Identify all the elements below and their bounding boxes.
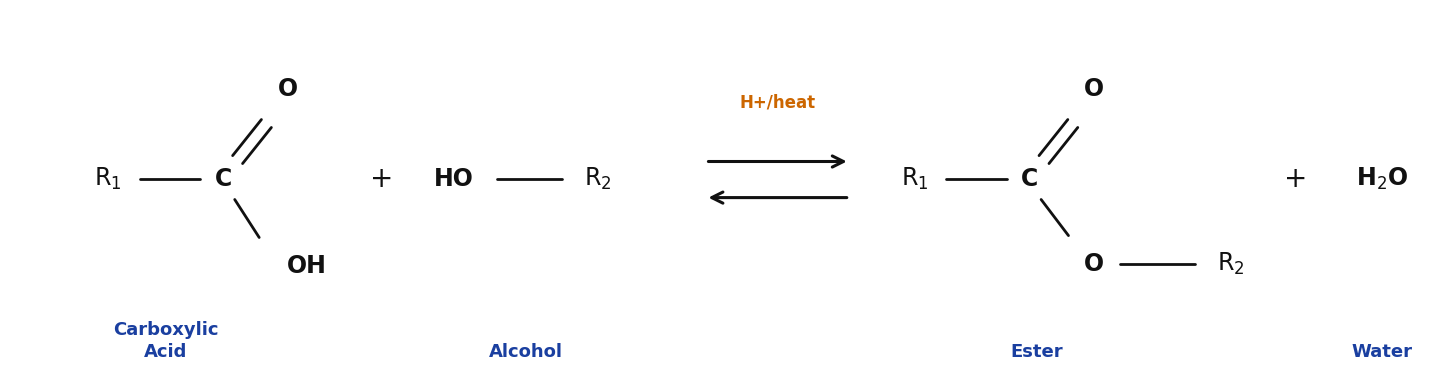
Text: Water: Water	[1352, 343, 1413, 361]
Text: $\mathsf{R_1}$: $\mathsf{R_1}$	[94, 166, 122, 192]
Text: H$_2$O: H$_2$O	[1356, 166, 1408, 192]
Text: O: O	[278, 77, 298, 101]
Text: +: +	[370, 165, 393, 193]
Text: Carboxylic
Acid: Carboxylic Acid	[112, 321, 219, 361]
Text: O: O	[1084, 252, 1104, 276]
Text: HO: HO	[433, 166, 474, 191]
Text: Alcohol: Alcohol	[488, 343, 563, 361]
Text: $\mathsf{R_1}$: $\mathsf{R_1}$	[900, 166, 929, 192]
Text: O: O	[1084, 77, 1104, 101]
Text: C: C	[1021, 166, 1038, 191]
Text: $\mathsf{R_2}$: $\mathsf{R_2}$	[1217, 251, 1246, 277]
Text: +: +	[1284, 165, 1308, 193]
Text: C: C	[215, 166, 232, 191]
Text: $\mathsf{R_2}$: $\mathsf{R_2}$	[583, 166, 612, 192]
Text: OH: OH	[287, 254, 327, 278]
Text: H+/heat: H+/heat	[740, 93, 815, 112]
Text: Ester: Ester	[1011, 343, 1063, 361]
